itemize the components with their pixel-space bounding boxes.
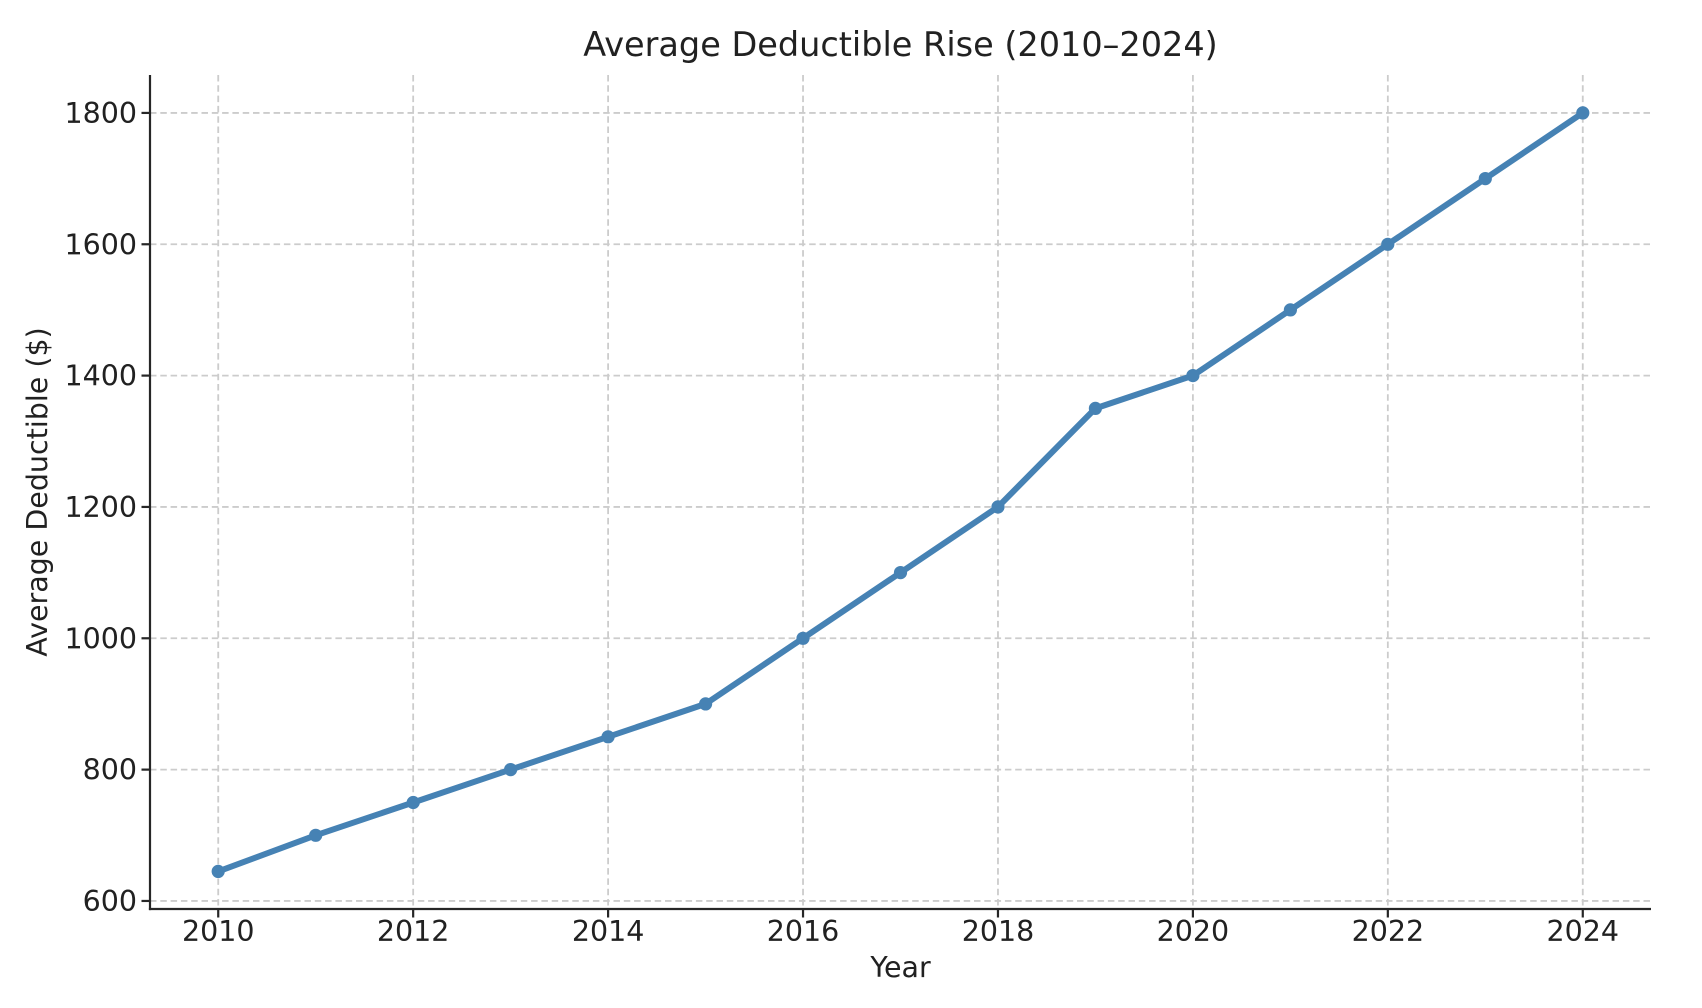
data-point xyxy=(1088,401,1102,415)
data-point xyxy=(309,828,323,842)
data-point xyxy=(991,500,1005,514)
data-point xyxy=(796,631,810,645)
x-axis-label: Year xyxy=(869,951,931,984)
axis-tick-marks xyxy=(141,111,1584,918)
y-tick-label: 1200 xyxy=(64,491,137,524)
x-tick-label: 2022 xyxy=(1352,915,1425,948)
data-point xyxy=(1478,172,1492,186)
data-point xyxy=(1381,237,1395,251)
data-point xyxy=(601,730,615,744)
data-point xyxy=(1283,303,1297,317)
y-tick-label: 1000 xyxy=(64,622,137,655)
data-line xyxy=(215,109,1586,875)
gridlines xyxy=(150,75,1651,909)
data-point xyxy=(406,795,420,810)
x-tick-label: 2024 xyxy=(1547,915,1620,948)
axis-tick-labels: 2010 2012 2014 2016 2018 2020 2022 2024 600 800 10… xyxy=(64,97,1619,948)
data-points xyxy=(211,106,1590,879)
x-tick-label: 2016 xyxy=(767,915,840,948)
y-tick-label: 1800 xyxy=(64,97,137,130)
data-point xyxy=(1576,106,1590,120)
data-point xyxy=(1186,369,1200,383)
axes-spines xyxy=(148,75,1651,911)
y-tick-label: 600 xyxy=(83,885,137,918)
x-tick-label: 2014 xyxy=(572,915,645,948)
x-tick-label: 2020 xyxy=(1157,915,1230,948)
y-tick-label: 1400 xyxy=(64,360,137,393)
x-tick-label: 2018 xyxy=(962,915,1035,948)
y-axis-label: Average Deductible ($) xyxy=(21,327,54,656)
x-tick-label: 2010 xyxy=(182,915,255,948)
y-tick-label: 800 xyxy=(83,754,137,787)
y-tick-label: 1600 xyxy=(64,228,137,261)
x-tick-label: 2012 xyxy=(377,915,450,948)
data-point xyxy=(504,763,518,777)
chart-title: Average Deductible Rise (2010–2024) xyxy=(583,25,1218,64)
data-point xyxy=(699,697,713,711)
data-point xyxy=(211,864,225,879)
data-point xyxy=(893,566,908,580)
